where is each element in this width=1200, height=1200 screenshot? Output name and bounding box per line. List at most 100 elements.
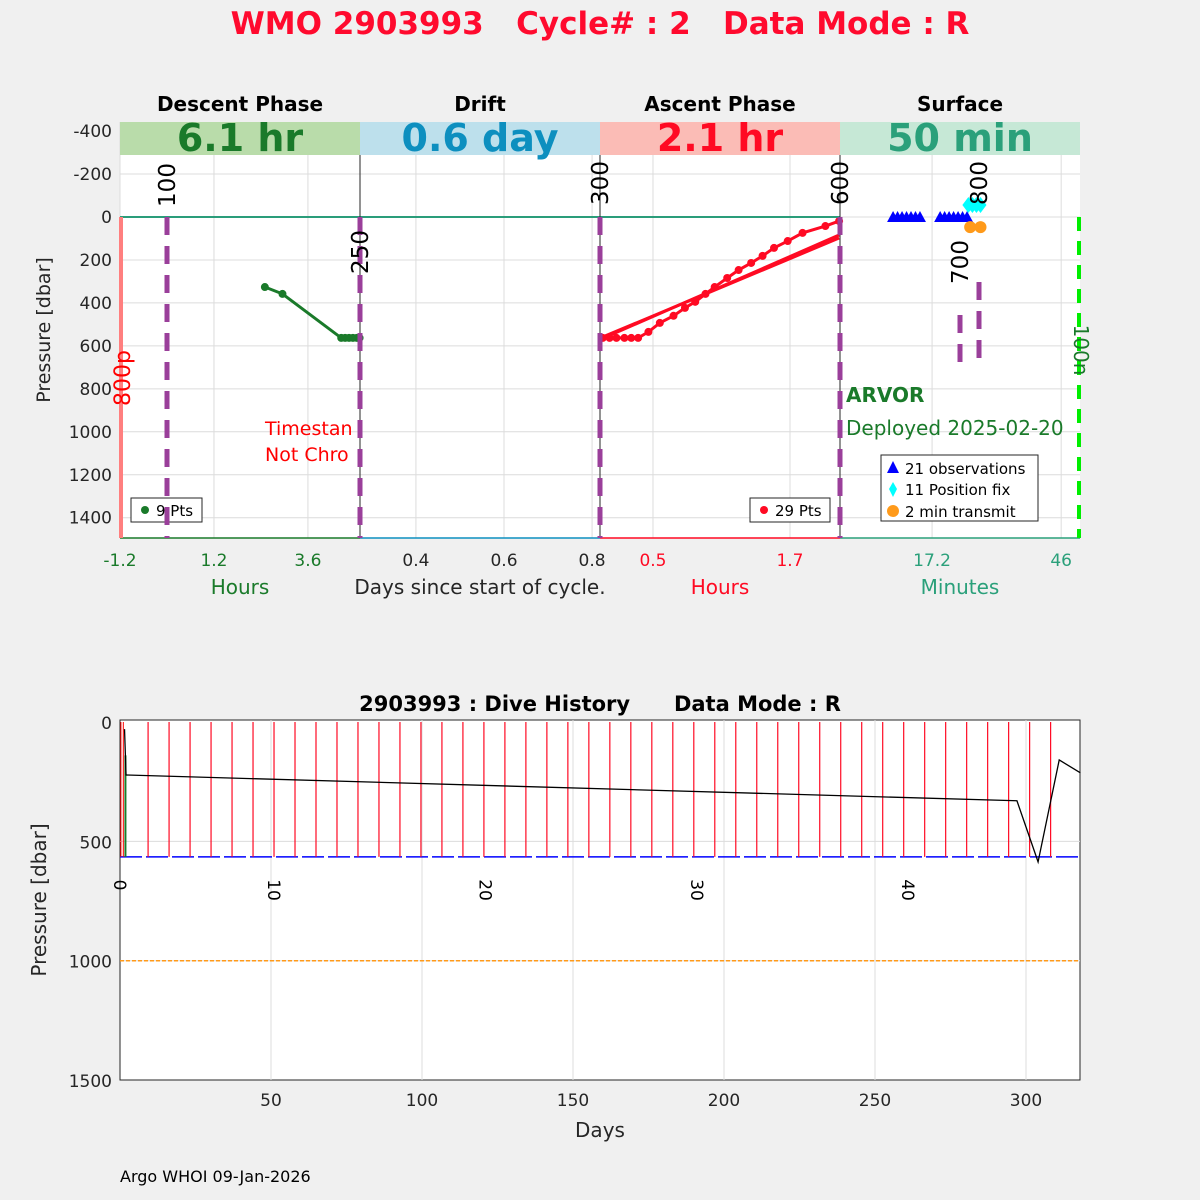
legend-circle-icon (887, 505, 899, 517)
phase-duration: 6.1 hr (177, 116, 304, 160)
end-time-label: 100n (1069, 325, 1093, 376)
data-point (798, 228, 807, 237)
position-fix-marker (974, 196, 987, 213)
cycle-label: 10 (263, 879, 283, 901)
y-tick-label: 800 (80, 380, 112, 400)
cycle-label: 40 (897, 879, 917, 901)
x-tick-label: 50 (260, 1091, 282, 1111)
phase-title: Surface (917, 92, 1003, 116)
event-marker-label: 600 (828, 161, 854, 205)
legend-diamond-icon (889, 482, 897, 497)
observation-marker (961, 211, 974, 222)
data-point (605, 333, 614, 342)
y-tick-label: 200 (80, 251, 112, 271)
x-axis-unit: Hours (691, 575, 750, 599)
legend-label: 29 Pts (775, 502, 822, 520)
x-tick-label: -1.2 (103, 551, 136, 571)
history-title: 2903993 : Dive History Data Mode : R (359, 692, 841, 716)
data-point (691, 297, 700, 306)
data-point (734, 266, 743, 275)
warning-text: Timestan (264, 418, 353, 440)
x-tick-label: 46 (1050, 551, 1072, 571)
float-type: ARVOR (846, 383, 924, 407)
transmit-marker (964, 221, 977, 234)
x-tick-label: 0.6 (490, 551, 517, 571)
y-tick-label: 0 (101, 714, 112, 734)
y-axis-label: Pressure [dbar] (33, 257, 55, 403)
x-tick-label: 1.2 (200, 551, 227, 571)
observation-marker (913, 211, 926, 222)
x-tick-label: 17.2 (913, 551, 951, 571)
x-tick-label: 100 (406, 1091, 438, 1111)
legend-label: 2 min transmit (905, 503, 1016, 521)
park-depth-label: 800p (111, 350, 136, 406)
y-tick-label: 1500 (69, 1072, 112, 1092)
data-point (723, 274, 732, 283)
x-tick-label: 0.5 (639, 551, 666, 571)
phase-duration: 2.1 hr (657, 116, 784, 160)
x-axis-label: Days (575, 1118, 625, 1142)
profile-line (599, 233, 840, 341)
x-tick-label: 3.6 (294, 551, 321, 571)
footer-credit: Argo WHOI 09-Jan-2026 (120, 1167, 311, 1186)
cycle-label: 20 (474, 879, 494, 901)
transmit-marker (974, 221, 987, 234)
x-tick-label: 0.4 (402, 551, 429, 571)
x-axis-unit: Minutes (921, 575, 1000, 599)
data-point (669, 311, 678, 320)
legend-marker (141, 506, 149, 514)
data-point (770, 243, 779, 252)
data-point (710, 283, 719, 292)
event-marker-label: 300 (588, 161, 614, 205)
data-point (783, 237, 792, 246)
data-point (620, 333, 629, 342)
y-tick-label: -400 (73, 122, 112, 142)
data-point (634, 333, 643, 342)
phase-band (600, 122, 840, 155)
legend-label: 11 Position fix (905, 481, 1010, 499)
y-tick-label: 600 (80, 337, 112, 357)
data-point (655, 318, 664, 327)
phase-band (120, 122, 360, 155)
y-tick-label: 500 (80, 833, 112, 853)
deployment-date: Deployed 2025-02-20 (846, 416, 1064, 440)
legend-marker (760, 506, 768, 514)
x-tick-label: 300 (1010, 1091, 1042, 1111)
cycle-label: 30 (686, 879, 706, 901)
data-point (701, 289, 710, 298)
data-point (747, 258, 756, 267)
x-tick-label: 0.8 (579, 551, 606, 571)
y-tick-label: 0 (101, 208, 112, 228)
phase-title: Drift (454, 92, 506, 116)
data-point (821, 222, 830, 231)
phase-title: Descent Phase (157, 92, 323, 116)
data-point (758, 251, 767, 260)
y-tick-label: 1000 (69, 953, 112, 973)
data-point (278, 289, 287, 298)
y-tick-label: 1400 (69, 509, 112, 529)
x-axis-label: Days since start of cycle. (354, 575, 605, 599)
y-axis-label: Pressure [dbar] (27, 823, 51, 976)
x-axis-unit: Hours (211, 575, 270, 599)
data-point (260, 283, 269, 292)
phase-duration: 0.6 day (402, 116, 559, 160)
phase-title: Ascent Phase (644, 92, 795, 116)
x-tick-label: 150 (557, 1091, 589, 1111)
x-tick-label: 250 (859, 1091, 891, 1111)
legend-triangle-icon (887, 461, 899, 473)
phase-band (840, 122, 1080, 155)
warning-text: Not Chro (265, 444, 349, 466)
x-tick-label: 1.7 (776, 551, 803, 571)
y-tick-label: 1000 (69, 423, 112, 443)
y-tick-label: 400 (80, 294, 112, 314)
history-black-line (123, 729, 1081, 865)
main-title: WMO 2903993 Cycle# : 2 Data Mode : R (231, 6, 970, 42)
surface-legend-box (880, 454, 1039, 522)
y-tick-label: -200 (73, 165, 112, 185)
x-tick-label: 200 (708, 1091, 740, 1111)
legend-label: 21 observations (905, 460, 1026, 478)
data-point (627, 333, 636, 342)
event-marker-label: 700 (948, 240, 974, 284)
data-point (612, 333, 621, 342)
